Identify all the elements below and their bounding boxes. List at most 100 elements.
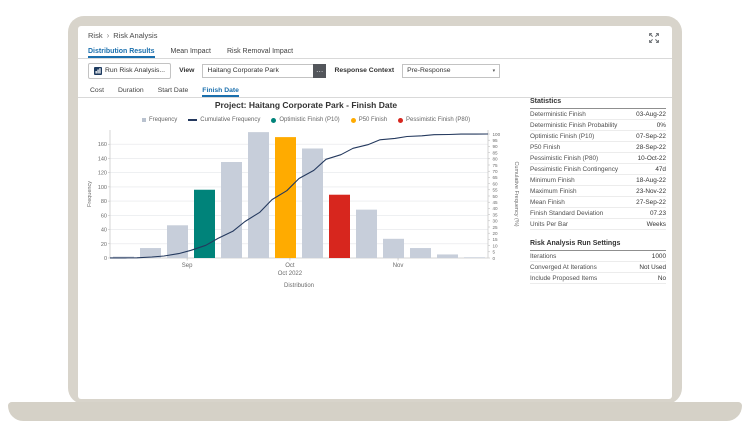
table-row: Include Proposed Items No — [530, 273, 666, 284]
tab-distribution-results[interactable]: Distribution Results — [88, 48, 155, 58]
svg-text:75: 75 — [493, 163, 499, 168]
run-risk-analysis-button[interactable]: Run Risk Analysis... — [88, 62, 172, 79]
legend-item-cumulative-frequency: Cumulative Frequency — [188, 117, 260, 123]
main-tabs: Distribution Results Mean Impact Risk Remo… — [78, 45, 672, 59]
table-row: Deterministic Finish Probability 0% — [530, 120, 666, 131]
histogram-bar — [410, 248, 431, 258]
svg-text:15: 15 — [493, 237, 499, 242]
row-value: 10-Oct-22 — [637, 154, 666, 162]
svg-text:30: 30 — [493, 219, 499, 224]
legend-label: Cumulative Frequency — [200, 117, 261, 123]
svg-text:Nov: Nov — [393, 263, 404, 269]
svg-text:0: 0 — [104, 256, 107, 262]
histogram-bar — [221, 162, 242, 258]
table-row: Minimum Finish 18-Aug-22 — [530, 175, 666, 186]
row-label: Deterministic Finish — [530, 110, 586, 118]
distribution-chart: 0204060801001201401600510152025303540455… — [87, 130, 519, 289]
histogram-bar — [248, 132, 269, 258]
table-row: Deterministic Finish 03-Aug-22 — [530, 109, 666, 120]
svg-text:Oct: Oct — [285, 263, 295, 269]
expand-fullscreen-icon[interactable] — [648, 32, 660, 44]
view-dropdown-value: Haitang Corporate Park — [207, 67, 279, 74]
row-value: 18-Aug-22 — [636, 176, 666, 184]
optimistic-finish-p10-swatch-icon — [271, 117, 277, 123]
response-context-label: Response Context — [334, 67, 395, 74]
svg-text:Frequency: Frequency — [87, 181, 93, 207]
svg-text:65: 65 — [493, 175, 499, 180]
svg-text:95: 95 — [493, 138, 499, 143]
run-risk-analysis-label: Run Risk Analysis... — [105, 67, 166, 74]
subtab-cost[interactable]: Cost — [90, 87, 104, 94]
view-dropdown[interactable]: Haitang Corporate Park ... — [202, 63, 327, 78]
row-value: 23-Nov-22 — [636, 187, 666, 195]
svg-text:10: 10 — [493, 243, 499, 248]
statistics-panel: Statistics Deterministic Finish 03-Aug-22… — [530, 98, 666, 284]
svg-text:160: 160 — [98, 142, 107, 148]
histogram-bar — [140, 248, 161, 258]
svg-text:20: 20 — [101, 242, 107, 248]
view-more-button[interactable]: ... — [313, 63, 327, 78]
run-settings-header: Risk Analysis Run Settings — [530, 240, 666, 251]
table-row: Converged At Iterations Not Used — [530, 262, 666, 273]
row-label: Include Proposed Items — [530, 274, 598, 282]
row-value: Not Used — [639, 263, 666, 271]
svg-text:35: 35 — [493, 212, 499, 217]
cumulative-frequency-line — [110, 133, 489, 259]
table-row: Maximum Finish 23-Nov-22 — [530, 186, 666, 197]
row-label: Optimistic Finish (P10) — [530, 132, 595, 140]
laptop-screen-bezel: Risk › Risk Analysis Distribution Result… — [68, 16, 682, 404]
table-row: Units Per Bar Weeks — [530, 219, 666, 230]
subtab-start-date[interactable]: Start Date — [157, 87, 189, 94]
svg-text:60: 60 — [101, 213, 107, 219]
table-row: Iterations 1000 — [530, 251, 666, 262]
table-row: Optimistic Finish (P10) 07-Sep-22 — [530, 131, 666, 142]
table-row: Pessimistic Finish Contingency 47d — [530, 164, 666, 175]
histogram-bar — [113, 256, 134, 258]
chevron-down-icon: ▾ — [492, 67, 496, 74]
legend-item-p50-finish: P50 Finish — [350, 117, 387, 123]
response-context-dropdown[interactable]: Pre-Response ▾ — [402, 63, 501, 78]
svg-text:20: 20 — [493, 231, 499, 236]
svg-text:100: 100 — [493, 132, 501, 137]
svg-text:70: 70 — [493, 169, 499, 174]
table-row: Finish Standard Deviation 07.23 — [530, 208, 666, 219]
histogram-bar — [194, 189, 215, 258]
svg-text:Cumulative Frequency (%): Cumulative Frequency (%) — [513, 161, 519, 226]
row-label: Pessimistic Finish Contingency — [530, 165, 619, 173]
table-row: Pessimistic Finish (P80) 10-Oct-22 — [530, 153, 666, 164]
pessimistic-finish-p80-swatch-icon — [398, 117, 404, 123]
svg-text:50: 50 — [493, 194, 499, 199]
row-label: Finish Standard Deviation — [530, 209, 604, 217]
distribution-subtabs: Cost Duration Start Date Finish Date — [78, 84, 672, 98]
breadcrumb-current-page: Risk Analysis — [113, 31, 158, 40]
row-label: Pessimistic Finish (P80) — [530, 154, 599, 162]
tab-mean-impact[interactable]: Mean Impact — [170, 48, 211, 55]
legend-item-optimistic-finish-p10: Optimistic Finish (P10) — [271, 117, 340, 123]
row-value: No — [657, 274, 666, 282]
svg-text:Sep: Sep — [182, 263, 193, 269]
p50-finish-swatch-icon — [350, 117, 356, 123]
view-label: View — [179, 67, 195, 74]
subtab-duration[interactable]: Duration — [117, 87, 144, 94]
subtab-finish-date[interactable]: Finish Date — [202, 87, 239, 97]
row-value: 07-Sep-22 — [636, 132, 666, 140]
breadcrumb-risk-link[interactable]: Risk — [88, 31, 103, 40]
svg-text:100: 100 — [98, 185, 107, 191]
run-analysis-icon — [94, 66, 102, 75]
cumulative-frequency-swatch-icon — [188, 119, 198, 121]
chart-legend: Frequency Cumulative Frequency Optimistic … — [84, 117, 528, 123]
row-label: Iterations — [530, 252, 557, 260]
row-value: 07.23 — [650, 209, 666, 217]
histogram-bar — [383, 238, 404, 258]
table-row: Mean Finish 27-Sep-22 — [530, 197, 666, 208]
svg-text:140: 140 — [98, 156, 107, 162]
legend-label: Frequency — [148, 117, 178, 123]
legend-label: Optimistic Finish (P10) — [279, 117, 340, 123]
row-value: 28-Sep-22 — [636, 143, 666, 151]
legend-item-pessimistic-finish-p80: Pessimistic Finish (P80) — [398, 117, 470, 123]
svg-text:45: 45 — [493, 200, 499, 205]
histogram-bar — [437, 254, 458, 258]
svg-text:80: 80 — [101, 199, 107, 205]
tab-risk-removal-impact[interactable]: Risk Removal Impact — [226, 48, 294, 55]
